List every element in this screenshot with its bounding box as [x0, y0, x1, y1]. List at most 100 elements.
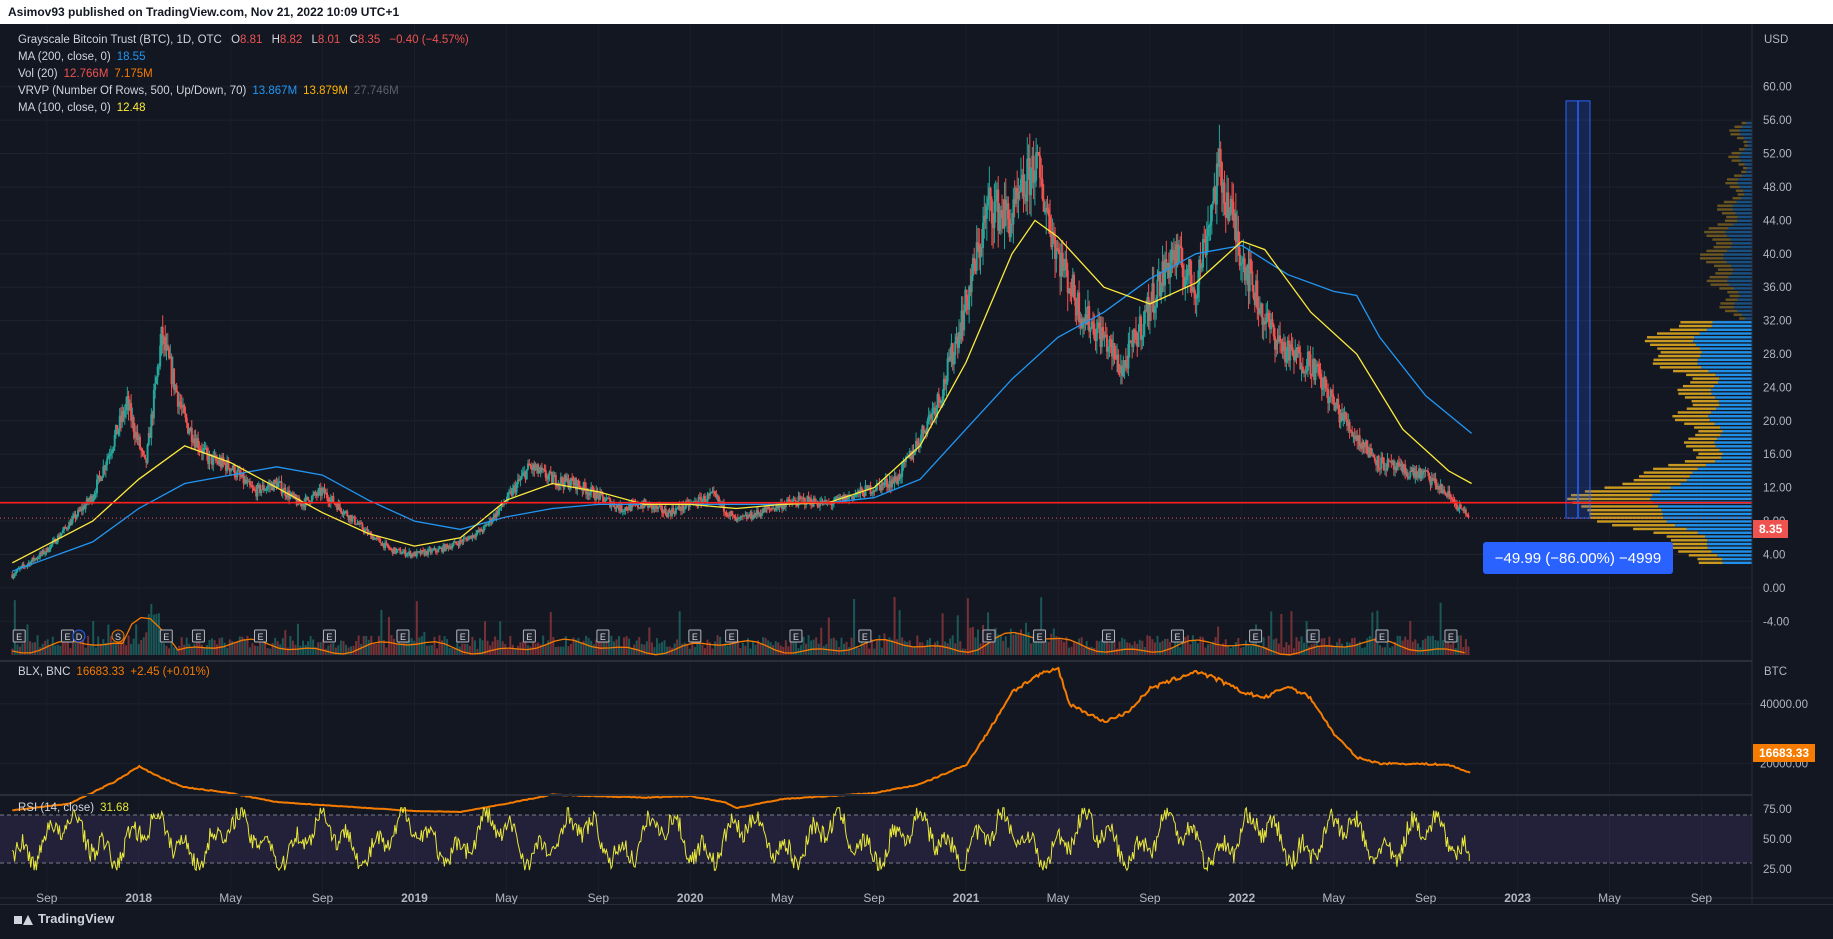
- candle-body: [768, 507, 771, 509]
- volume-profile-bar: [1735, 212, 1752, 215]
- candle-body: [1418, 468, 1421, 475]
- volume-bar: [216, 644, 219, 655]
- candle-body: [97, 475, 100, 480]
- candle-body: [223, 462, 226, 464]
- volume-profile-bar: [1699, 347, 1752, 350]
- candle-body: [1195, 297, 1198, 299]
- earnings-marker: [858, 629, 872, 643]
- candle-body: [174, 385, 177, 390]
- volume-bar: [850, 637, 853, 655]
- volume-bar: [51, 636, 54, 655]
- candle-body: [415, 551, 418, 557]
- volume-bar: [787, 646, 790, 655]
- candle-body: [242, 473, 245, 484]
- candle-body: [15, 571, 18, 574]
- candle-body: [922, 425, 925, 434]
- volume-profile-bar: [1729, 185, 1740, 189]
- candle-body: [1220, 162, 1223, 193]
- candle-body: [1337, 398, 1340, 410]
- volume-profile-bar: [1744, 148, 1752, 151]
- volume-bar: [934, 642, 937, 655]
- volume-profile-bar: [1589, 512, 1663, 516]
- candle-body: [727, 515, 730, 517]
- tradingview-logo[interactable]: TradingView: [14, 911, 114, 926]
- candle-body: [497, 508, 500, 515]
- volume-bar: [486, 640, 489, 655]
- volume-profile-bar: [1717, 554, 1752, 557]
- volume-bar: [337, 645, 340, 655]
- candle-body: [883, 482, 886, 485]
- volume-profile-bar: [1737, 181, 1752, 185]
- volume-bar: [453, 647, 456, 655]
- volume-bar: [489, 645, 492, 655]
- candle-body: [323, 487, 326, 495]
- volume-profile-bar: [1732, 204, 1752, 207]
- candle-body: [275, 481, 278, 489]
- volume-profile-bar: [1706, 328, 1752, 331]
- candle-body: [49, 545, 52, 551]
- candle-body: [106, 458, 109, 465]
- candle-body: [678, 505, 681, 510]
- volume-bar: [602, 639, 605, 655]
- volume-bar: [64, 641, 67, 655]
- volume-bar: [552, 636, 555, 655]
- candle-body: [1280, 341, 1283, 343]
- volume-bar: [1315, 639, 1318, 655]
- candle-body: [121, 411, 124, 422]
- volume-bar: [329, 643, 332, 655]
- volume-bar: [347, 647, 350, 655]
- volume-bar: [443, 636, 446, 655]
- candle-body: [352, 516, 355, 518]
- candle-body: [341, 512, 344, 514]
- volume-bar: [1401, 640, 1404, 655]
- usd-unit-label: USD: [1764, 34, 1789, 46]
- candle-body: [1308, 351, 1311, 355]
- candle-body: [157, 366, 160, 368]
- candle-body: [1051, 231, 1054, 248]
- volume-bar: [484, 621, 487, 655]
- candle-body: [406, 553, 409, 555]
- earnings-marker: [1102, 629, 1116, 643]
- volume-profile-bar: [1723, 257, 1752, 260]
- volume-bar: [13, 600, 16, 655]
- volume-bar: [31, 642, 34, 655]
- candle-body: [519, 478, 522, 481]
- volume-bar: [547, 640, 550, 655]
- candle-body: [703, 496, 706, 503]
- candle-body: [767, 507, 770, 509]
- candle-body: [1343, 412, 1346, 417]
- candle-body: [1289, 344, 1292, 361]
- candle-body: [731, 514, 734, 516]
- measure-result[interactable]: −49.99 (−86.00%) −4999: [1483, 542, 1673, 574]
- volume-bar: [620, 647, 623, 655]
- candle-body: [1124, 360, 1127, 363]
- candle-body: [831, 504, 834, 506]
- candle-body: [1305, 370, 1308, 373]
- candle-body: [1169, 262, 1172, 278]
- candle-body: [749, 511, 752, 517]
- volume-bar: [1166, 638, 1169, 655]
- candle-body: [542, 469, 545, 471]
- candle-body: [75, 515, 78, 519]
- candle-body: [94, 493, 97, 495]
- candle-body: [1007, 203, 1010, 220]
- volume-profile-bar: [1686, 373, 1716, 377]
- candle-body: [1088, 306, 1091, 332]
- candle-body: [375, 537, 378, 539]
- volume-bar: [1242, 646, 1245, 655]
- candle-body: [1327, 388, 1330, 404]
- volume-profile-bar: [1741, 170, 1747, 174]
- volume-profile-bar: [1680, 321, 1713, 324]
- x-tick-label: May: [1322, 891, 1345, 904]
- volume-profile-bar: [1707, 539, 1752, 542]
- blx-value: 16683.33: [76, 666, 125, 678]
- candle-body: [1013, 199, 1016, 204]
- candle-body: [879, 484, 882, 491]
- volume-bar: [125, 645, 128, 655]
- candle-body: [1071, 274, 1074, 297]
- candle-body: [1281, 342, 1284, 352]
- candle-body: [971, 257, 974, 277]
- candle-body: [839, 497, 842, 499]
- volume-bar: [994, 628, 997, 655]
